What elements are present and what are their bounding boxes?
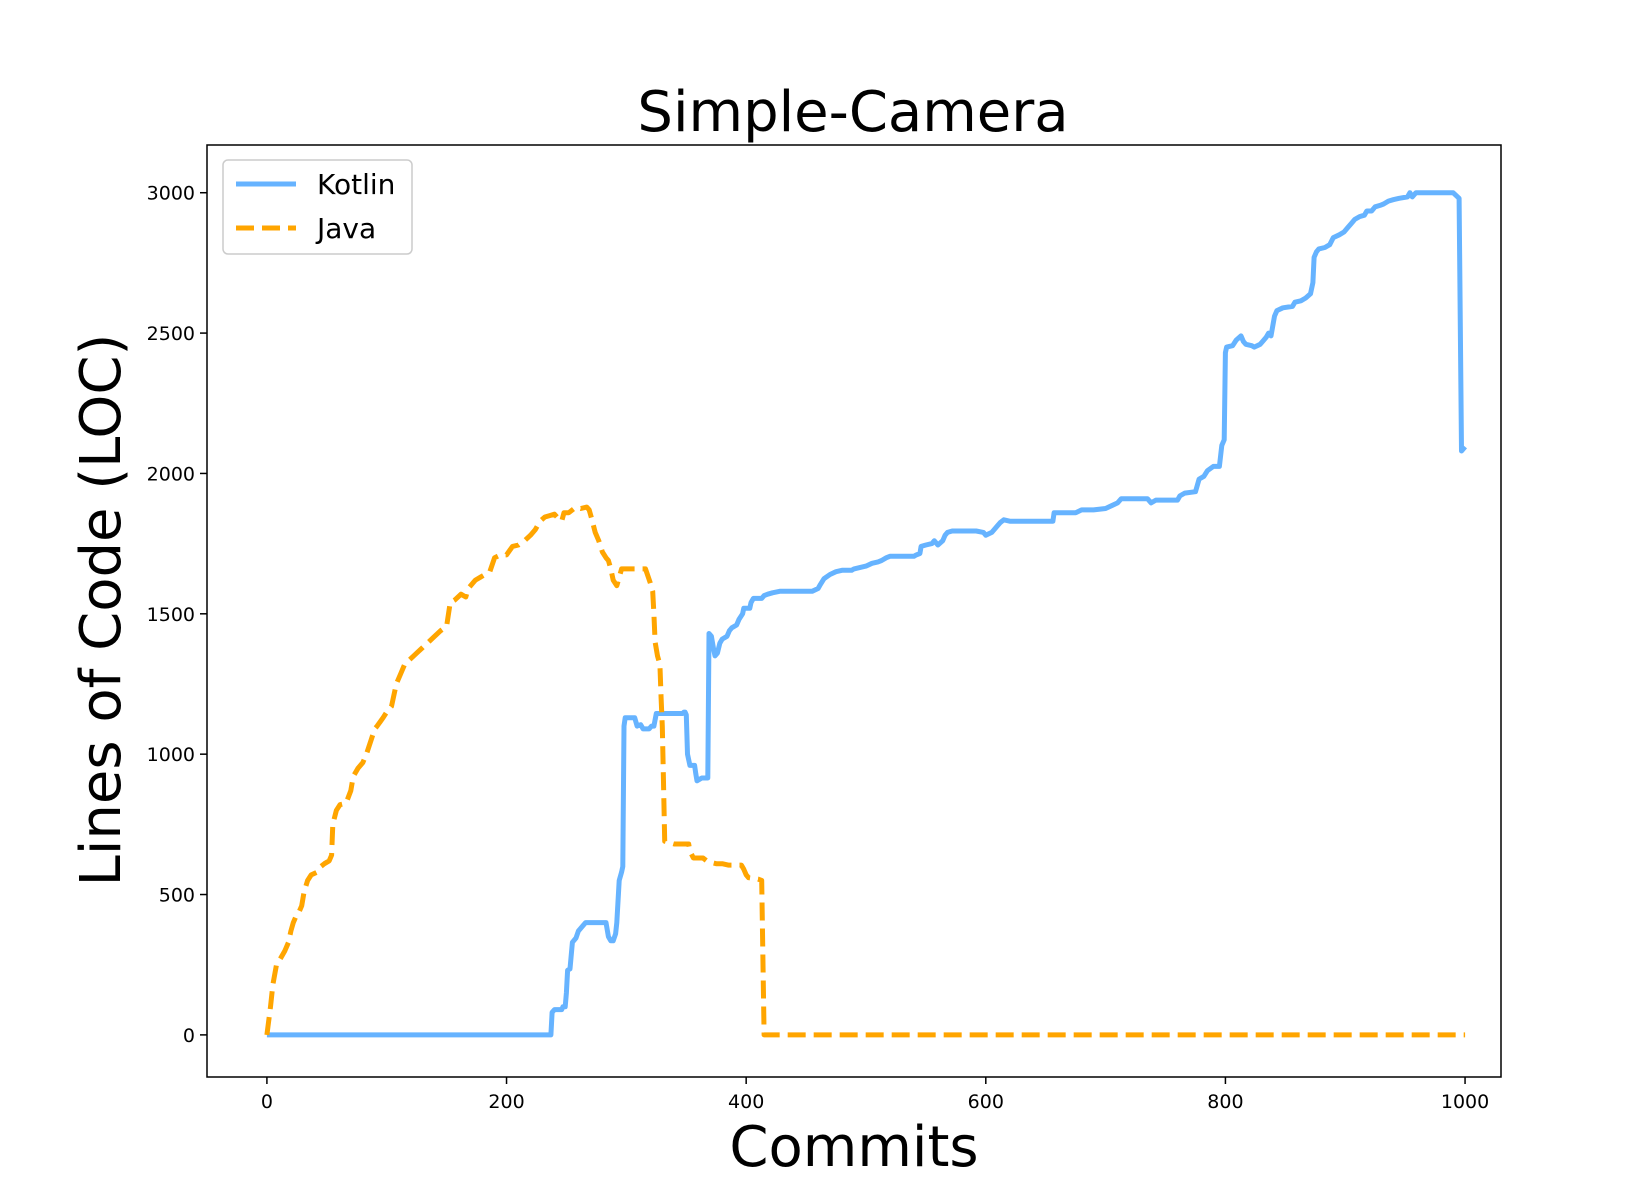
y-tick-label: 1000 [147, 744, 195, 766]
chart-title: Simple-Camera [637, 80, 1068, 145]
x-tick-label: 800 [1207, 1091, 1243, 1113]
x-tick-label: 200 [488, 1091, 524, 1113]
y-tick-label: 2000 [147, 463, 195, 485]
x-tick-label: 0 [261, 1091, 273, 1113]
y-tick-label: 500 [159, 885, 195, 907]
plot-lines [264, 190, 1467, 1038]
x-axis-ticks: 0 200 400 600 800 1000 [261, 1077, 1489, 1113]
legend-java-label: Java [315, 212, 376, 245]
legend-kotlin-label: Kotlin [317, 168, 395, 201]
series-line-java [264, 504, 1466, 1038]
x-tick-label: 400 [728, 1091, 764, 1113]
y-axis-ticks: 0 500 1000 1500 2000 2500 3000 [147, 183, 207, 1047]
x-tick-label: 1000 [1441, 1091, 1489, 1113]
y-tick-label: 2500 [147, 323, 195, 345]
x-tick-label: 600 [968, 1091, 1004, 1113]
legend: Kotlin Java [222, 159, 413, 255]
y-tick-label: 0 [183, 1025, 195, 1047]
y-tick-label: 3000 [147, 183, 195, 205]
plot-frame [206, 144, 1502, 1078]
series-line-kotlin [266, 190, 1467, 1038]
x-axis-label: Commits [729, 1115, 978, 1180]
y-axis-label: Lines of Code (LOC) [69, 334, 134, 887]
y-tick-label: 1500 [147, 604, 195, 626]
